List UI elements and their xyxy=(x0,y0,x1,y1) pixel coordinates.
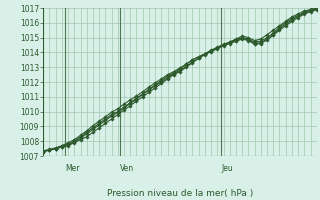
Text: Ven: Ven xyxy=(120,164,134,173)
Text: Pression niveau de la mer( hPa ): Pression niveau de la mer( hPa ) xyxy=(107,189,253,198)
Text: Mer: Mer xyxy=(65,164,80,173)
Text: Jeu: Jeu xyxy=(221,164,233,173)
